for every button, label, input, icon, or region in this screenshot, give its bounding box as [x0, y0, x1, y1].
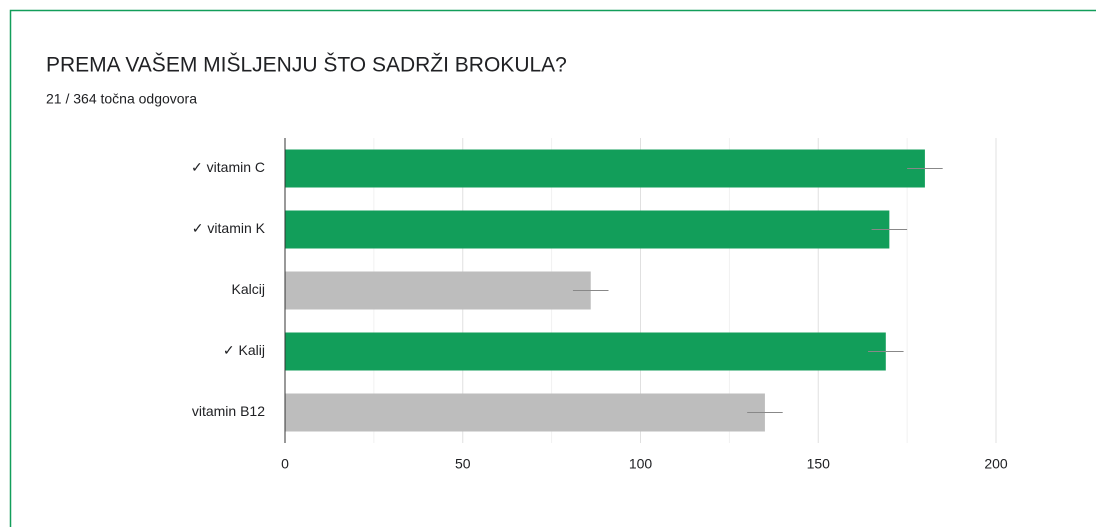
card-border — [9, 9, 1096, 527]
y-tick-label: vitamin B12 — [192, 403, 265, 419]
bar — [285, 271, 591, 310]
x-tick-label: 150 — [807, 456, 831, 472]
x-tick-label: 50 — [455, 456, 471, 472]
y-tick-label: ✓ vitamin C — [191, 159, 265, 175]
y-tick-label: Kalcij — [232, 281, 265, 297]
bar — [285, 210, 890, 249]
x-tick-label: 100 — [629, 456, 653, 472]
y-tick-label: ✓ vitamin K — [192, 220, 266, 236]
bar — [285, 393, 765, 432]
chart-title: PREMA VAŠEM MIŠLJENJU ŠTO SADRŽI BROKULA… — [46, 54, 567, 77]
bar — [285, 332, 886, 371]
x-tick-label: 200 — [984, 456, 1008, 472]
bar — [285, 149, 925, 188]
chart-subtitle: 21 / 364 točna odgovora — [46, 91, 197, 107]
x-tick-label: 0 — [281, 456, 289, 472]
y-tick-label: ✓ Kalij — [223, 342, 265, 358]
